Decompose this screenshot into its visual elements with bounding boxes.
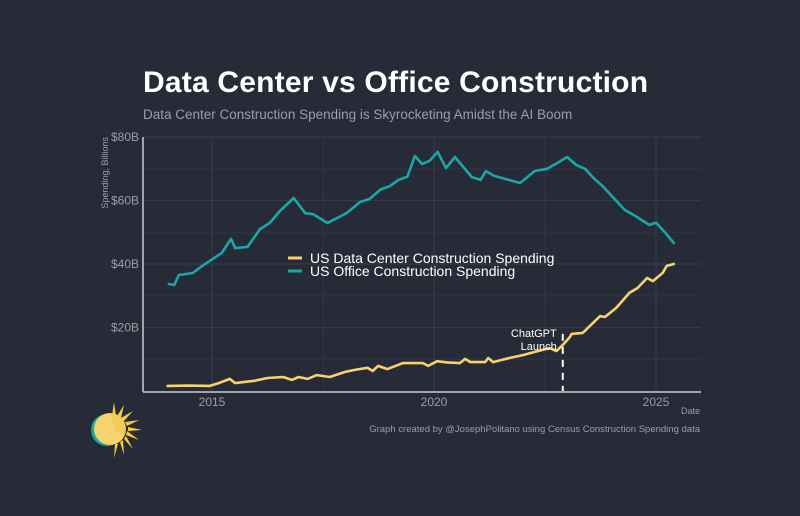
y-tick-label: $40B [111, 257, 139, 271]
axes: $20B $40B $60B $80B 2015 2020 2025 Date Spending… [100, 130, 701, 416]
x-axis-title: Date [681, 406, 700, 416]
legend-label: US Office Construction Spending [310, 263, 515, 279]
x-tick-label: 2020 [421, 395, 448, 409]
x-tick-label: 2015 [199, 395, 226, 409]
chart-subtitle: Data Center Construction Spending is Sky… [143, 107, 573, 122]
sun-logo-icon [91, 402, 142, 458]
annotation-label: Launch [521, 341, 557, 353]
y-tick-label: $20B [111, 321, 139, 335]
y-tick-label: $80B [111, 130, 139, 144]
data-center-series-line [166, 262, 676, 388]
series-layer [166, 150, 676, 388]
y-axis-title: Spending, Billions [100, 137, 110, 209]
source-note: Graph created by @JosephPolitano using C… [369, 424, 700, 435]
x-tick-label: 2025 [643, 395, 670, 409]
annotation-label: ChatGPT [511, 328, 557, 340]
chart-title: Data Center vs Office Construction [143, 66, 649, 99]
y-tick-label: $60B [111, 194, 139, 208]
legend-label: US Data Center Construction Spending [310, 250, 554, 266]
office-series-line [167, 150, 676, 287]
gridlines [143, 136, 701, 391]
